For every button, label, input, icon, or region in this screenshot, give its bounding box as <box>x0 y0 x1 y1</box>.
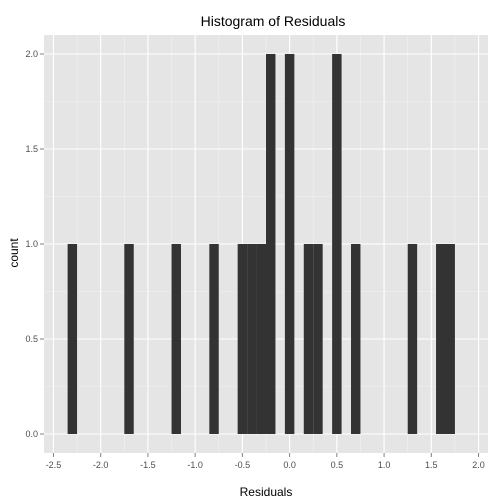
x-tick-label: -2.0 <box>93 460 109 470</box>
x-axis-title: Residuals <box>240 485 293 499</box>
histogram-bar <box>303 244 314 434</box>
histogram-bar <box>171 244 181 434</box>
histogram-bar <box>332 54 342 434</box>
histogram-bar <box>436 244 446 434</box>
chart-title: Histogram of Residuals <box>201 13 346 29</box>
histogram-bar <box>209 244 219 434</box>
y-tick-label: 0.5 <box>25 334 38 344</box>
histogram-bar <box>256 244 266 434</box>
x-tick-label: 1.0 <box>378 460 391 470</box>
x-tick-label: 0.0 <box>283 460 296 470</box>
histogram-bar <box>124 244 134 434</box>
histogram-bar <box>67 244 78 434</box>
histogram-bar <box>445 244 455 434</box>
y-axis-ticks: 0.0 0.5 1.0 1.5 2.0 <box>25 49 44 439</box>
x-tick-label: 1.5 <box>425 460 438 470</box>
histogram-bar <box>284 54 295 434</box>
y-tick-label: 2.0 <box>25 49 38 59</box>
histogram-bar <box>237 244 248 434</box>
histogram-bar <box>313 244 323 434</box>
histogram-bar <box>266 54 276 434</box>
y-axis-title: count <box>7 238 21 268</box>
histogram-bar <box>351 244 361 434</box>
histogram-bar <box>407 244 418 434</box>
y-tick-label: 1.0 <box>25 239 38 249</box>
x-tick-label: 2.0 <box>472 460 485 470</box>
y-tick-label: 0.0 <box>25 429 38 439</box>
histogram-bars <box>67 54 455 434</box>
x-tick-label: -0.5 <box>235 460 251 470</box>
x-axis-ticks: -2.5 -2.0 -1.5 -1.0 -0.5 0.0 0.5 1.0 1.5 2.0 <box>46 453 485 470</box>
x-tick-label: -1.0 <box>187 460 203 470</box>
x-tick-label: -2.5 <box>46 460 62 470</box>
x-tick-label: -1.5 <box>140 460 156 470</box>
y-tick-label: 1.5 <box>25 144 38 154</box>
x-tick-label: 0.5 <box>331 460 344 470</box>
histogram-bar <box>247 244 257 434</box>
